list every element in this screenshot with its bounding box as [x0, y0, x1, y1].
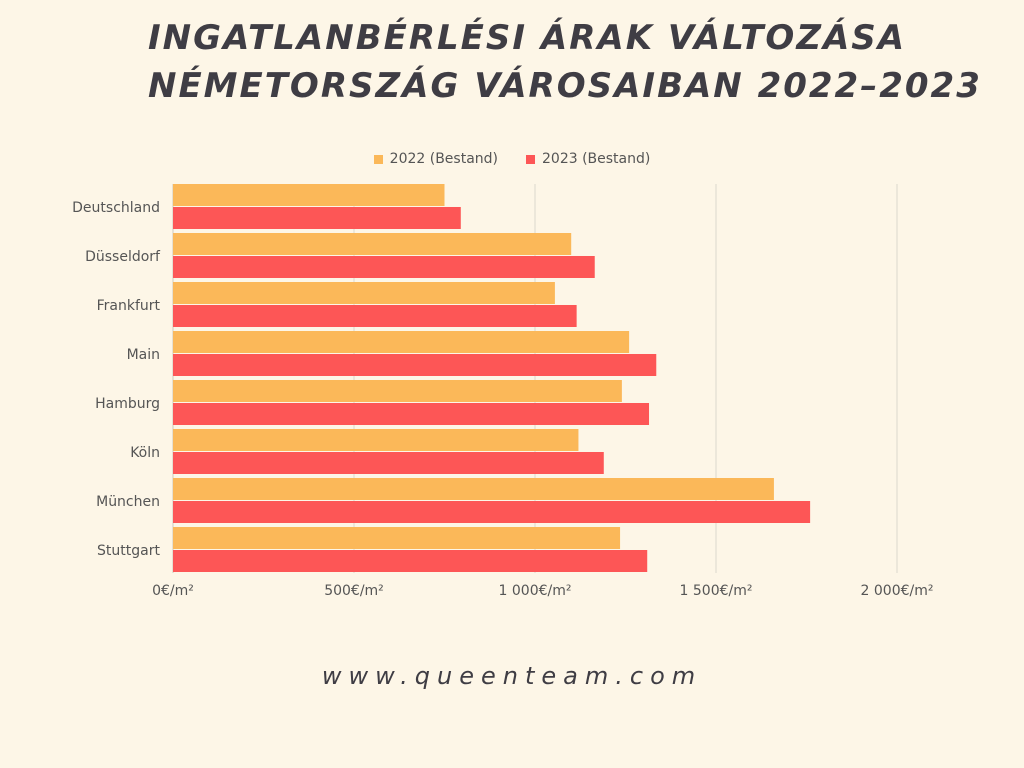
- legend-item-2022: 2022 (Bestand): [373, 151, 498, 167]
- bar-2022: [173, 282, 555, 304]
- x-tick-label: 500€/m²: [324, 583, 384, 599]
- category-label: Deutschland: [72, 200, 160, 216]
- x-axis-tick-labels: 0€/m² 500€/m² 1 000€/m² 1 500€/m² 2 000€/m²: [152, 583, 933, 599]
- bar-2022: [173, 380, 622, 402]
- x-tick-label: 0€/m²: [152, 583, 194, 599]
- x-tick-label: 1 500€/m²: [680, 583, 753, 599]
- bar-2023: [173, 403, 650, 425]
- legend-label-2022: 2022 (Bestand): [389, 151, 498, 167]
- bar-2023: [173, 501, 811, 523]
- category-label: Stuttgart: [97, 543, 160, 559]
- legend-swatch-2022: [373, 154, 383, 164]
- category-label: Main: [127, 347, 160, 363]
- bar-2023: [173, 452, 604, 474]
- legend-label-2023: 2023 (Bestand): [542, 151, 651, 167]
- legend-item-2023: 2023 (Bestand): [526, 151, 650, 167]
- category-label: Hamburg: [95, 396, 160, 412]
- bar-2022: [173, 233, 572, 255]
- category-label: Frankfurt: [97, 298, 161, 314]
- chart-title: INGATLANBÉRLÉSI ÁRAK VÁLTOZÁSA NÉMETORSZ…: [148, 14, 1008, 110]
- bar-2022: [173, 331, 630, 353]
- bars: [173, 184, 811, 572]
- bar-2023: [173, 207, 461, 229]
- footer-url: www.queenteam.com: [321, 662, 703, 690]
- bar-2023: [173, 305, 577, 327]
- bar-2022: [173, 527, 621, 549]
- category-label: München: [96, 494, 160, 510]
- bar-2023: [173, 550, 648, 572]
- legend-swatch-2023: [526, 154, 535, 164]
- chart-title-line-2: NÉMETORSZÁG VÁROSAIBAN 2022–2023: [148, 66, 982, 106]
- bar-2022: [173, 478, 774, 500]
- x-tick-label: 2 000€/m²: [861, 583, 934, 599]
- x-tick-label: 1 000€/m²: [499, 583, 572, 599]
- category-label: Düsseldorf: [85, 249, 161, 265]
- chart-legend: 2022 (Bestand) 2023 (Bestand): [0, 151, 1024, 167]
- chart-title-line-1: INGATLANBÉRLÉSI ÁRAK VÁLTOZÁSA: [148, 18, 907, 58]
- bar-2022: [173, 429, 579, 451]
- bar-2022: [173, 184, 445, 206]
- bar-2023: [173, 354, 657, 376]
- bar-2023: [173, 256, 595, 278]
- category-label: Köln: [130, 445, 160, 461]
- category-labels: Deutschland Düsseldorf Frankfurt Main Hambur…: [72, 200, 161, 559]
